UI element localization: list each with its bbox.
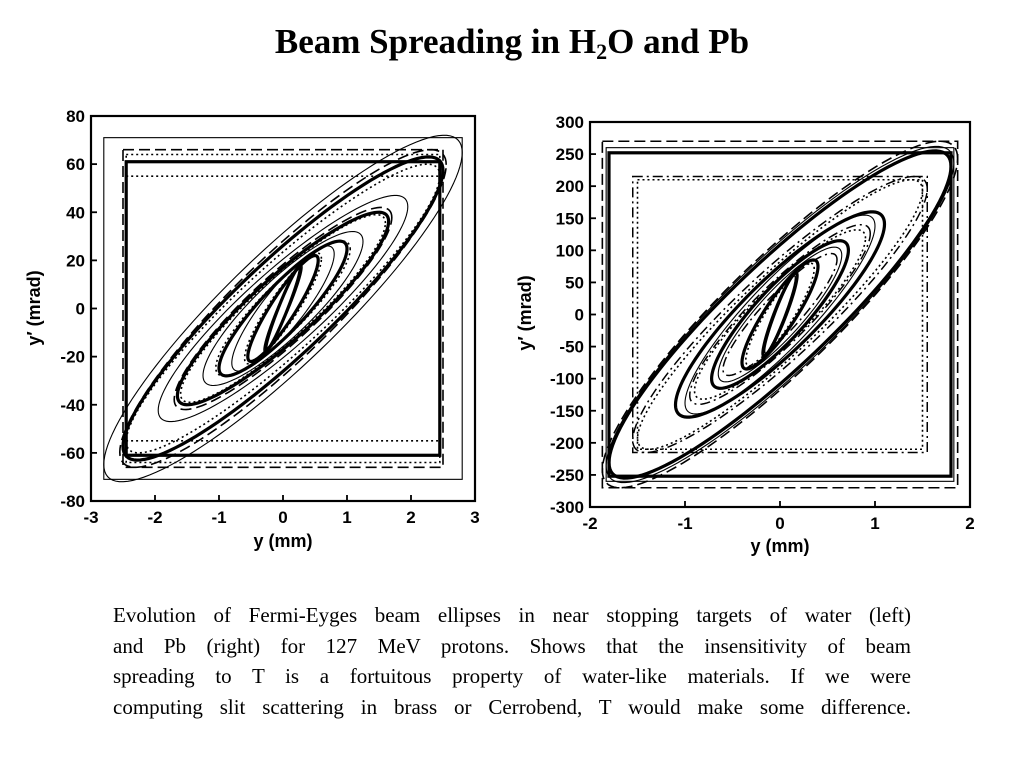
beam-ellipse [709, 239, 851, 390]
y-tick-label: -100 [550, 370, 584, 389]
x-tick-label: 1 [342, 508, 351, 527]
beam-ellipse [173, 206, 393, 411]
acceptance-rectangle [632, 175, 928, 454]
y-tick-label: -200 [550, 434, 584, 453]
beam-ellipse [202, 230, 364, 387]
caption-line: computing slit scattering in brass or Ce… [113, 694, 911, 719]
beam-ellipse [264, 264, 302, 353]
x-tick-label: 2 [965, 514, 974, 533]
y-tick-label: -250 [550, 466, 584, 485]
caption-line: Evolution of Fermi-Eyges beam ellipses i… [113, 603, 911, 627]
beam-ellipse [246, 253, 320, 364]
y-tick-label: 250 [556, 145, 584, 164]
beam-ellipse [605, 145, 955, 484]
y-tick-label: 100 [556, 241, 584, 260]
x-tick-label: -3 [83, 508, 98, 527]
beam-ellipse [607, 149, 953, 480]
beam-ellipse [263, 264, 303, 353]
beam-ellipse [761, 271, 799, 358]
y-tick-label: 200 [556, 177, 584, 196]
x-tick-label: -1 [677, 514, 692, 533]
x-tick-label: 0 [775, 514, 784, 533]
title-subscript: 2 [596, 39, 608, 64]
y-tick-label: 50 [565, 273, 584, 292]
beam-ellipse [118, 148, 448, 469]
beam-ellipse [688, 223, 872, 406]
title-text-end: O and Pb [607, 22, 750, 61]
beam-ellipse [157, 194, 409, 423]
beam-ellipse [179, 213, 387, 404]
acceptance-rectangle [125, 153, 441, 464]
y-tick-label: 60 [66, 155, 85, 174]
y-axis-label: y′ (mrad) [515, 275, 535, 350]
x-tick-label: 0 [278, 508, 287, 527]
caption-line: spreading to T is a fortuitous property … [113, 664, 911, 688]
beam-ellipse [243, 252, 323, 365]
x-tick-label: -1 [211, 508, 226, 527]
beam-ellipse [103, 134, 463, 483]
y-tick-label: -300 [550, 498, 584, 517]
slide-title: Beam Spreading in H2O and Pb [0, 22, 1024, 65]
y-axis-label: y′ (mrad) [24, 270, 44, 345]
beam-ellipse [693, 229, 867, 400]
y-tick-label: 0 [76, 300, 85, 319]
acceptance-rectangle [605, 147, 955, 482]
acceptance-rectangle [636, 178, 924, 451]
x-tick-label: -2 [582, 514, 597, 533]
beam-ellipse [217, 239, 349, 378]
beam-ellipse [744, 262, 816, 367]
beam-ellipse [175, 210, 391, 407]
figure-caption: Evolution of Fermi-Eyges beam ellipses i… [113, 600, 911, 722]
plot-frame [89, 114, 477, 503]
beam-ellipse [214, 240, 352, 377]
caption-line: and Pb (right) for 127 MeV protons. Show… [113, 633, 911, 658]
y-tick-label: -40 [60, 396, 85, 415]
beam-ellipse [636, 178, 924, 451]
title-text: Beam Spreading in H [274, 22, 597, 61]
beam-ellipse [631, 175, 929, 454]
acceptance-rectangle [607, 151, 953, 478]
beam-ellipse [717, 246, 843, 383]
beam-ellipse [684, 214, 876, 415]
beam-ellipse [121, 155, 445, 462]
y-tick-label: 300 [556, 113, 584, 132]
beam-ellipse [764, 275, 796, 354]
beam-ellipse [125, 163, 441, 454]
x-tick-label: 1 [870, 514, 879, 533]
y-tick-label: -150 [550, 402, 584, 421]
y-tick-label: -80 [60, 492, 85, 511]
acceptance-rectangle [125, 175, 441, 442]
acceptance-rectangle [122, 148, 444, 469]
x-tick-label: 2 [406, 508, 415, 527]
x-tick-label: 3 [470, 508, 479, 527]
y-tick-label: -50 [559, 338, 584, 357]
acceptance-rectangle [103, 137, 463, 480]
y-tick-label: 0 [575, 306, 584, 325]
x-axis-label: y (mm) [253, 531, 312, 551]
y-tick-label: 20 [66, 251, 85, 270]
plot-frame [588, 120, 972, 509]
beam-ellipse [231, 245, 335, 372]
x-tick-label: -2 [147, 508, 162, 527]
acceptance-rectangle [601, 140, 959, 489]
y-tick-label: -60 [60, 444, 85, 463]
acceptance-rectangle [124, 160, 442, 457]
beam-ellipse [740, 258, 820, 371]
beam-ellipse [722, 252, 838, 377]
y-tick-label: 150 [556, 209, 584, 228]
x-axis-label: y (mm) [750, 536, 809, 556]
beam-ellipse [601, 140, 959, 489]
beam-ellipse [673, 210, 887, 419]
y-tick-label: 80 [66, 107, 85, 126]
y-tick-label: 40 [66, 203, 85, 222]
y-tick-label: -20 [60, 348, 85, 367]
